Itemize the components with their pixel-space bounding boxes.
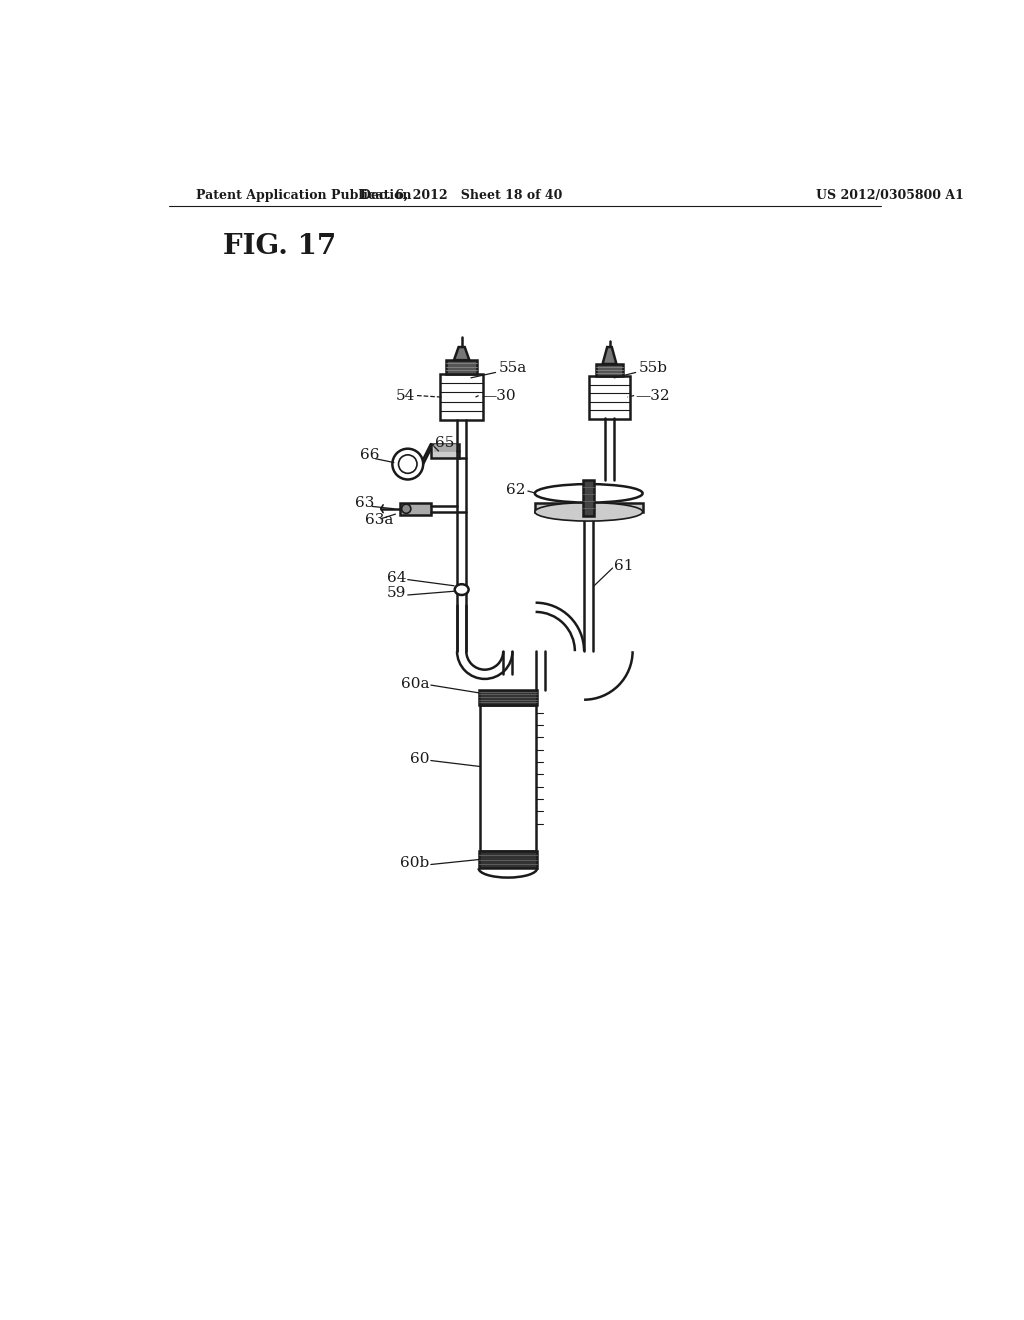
Bar <box>584 480 594 516</box>
Bar <box>590 376 630 418</box>
Text: —30: —30 <box>481 388 515 403</box>
Text: 59: 59 <box>387 586 407 601</box>
Polygon shape <box>602 347 616 364</box>
Bar <box>478 690 538 705</box>
Polygon shape <box>454 347 469 360</box>
Bar <box>400 503 431 515</box>
Text: 60a: 60a <box>400 677 429 690</box>
Bar <box>440 374 483 420</box>
Bar <box>446 360 477 374</box>
Ellipse shape <box>455 585 469 595</box>
Text: Patent Application Publication: Patent Application Publication <box>196 189 412 202</box>
Ellipse shape <box>398 455 417 474</box>
Text: 61: 61 <box>614 560 634 573</box>
Text: 55a: 55a <box>499 360 527 375</box>
Text: Dec. 6, 2012   Sheet 18 of 40: Dec. 6, 2012 Sheet 18 of 40 <box>360 189 563 202</box>
Text: 55b: 55b <box>639 360 668 375</box>
Text: 62: 62 <box>506 483 525 496</box>
Text: 64: 64 <box>387 572 407 585</box>
Bar <box>596 364 624 376</box>
Text: 54: 54 <box>396 388 416 403</box>
Bar <box>535 503 643 512</box>
Text: —32: —32 <box>636 388 671 403</box>
Text: 65: 65 <box>435 437 454 450</box>
Ellipse shape <box>401 504 411 513</box>
Text: FIG. 17: FIG. 17 <box>223 234 336 260</box>
Text: 66: 66 <box>360 447 380 462</box>
Ellipse shape <box>535 484 643 503</box>
Ellipse shape <box>392 449 423 479</box>
Bar <box>434 444 456 451</box>
Text: US 2012/0305800 A1: US 2012/0305800 A1 <box>816 189 964 202</box>
Text: 60: 60 <box>410 752 429 766</box>
Ellipse shape <box>535 503 643 521</box>
Bar <box>480 705 536 851</box>
Bar <box>478 851 538 869</box>
Text: 63: 63 <box>355 496 375 511</box>
Bar <box>431 444 459 458</box>
Text: 63a: 63a <box>366 513 394 527</box>
Text: 60b: 60b <box>400 855 429 870</box>
